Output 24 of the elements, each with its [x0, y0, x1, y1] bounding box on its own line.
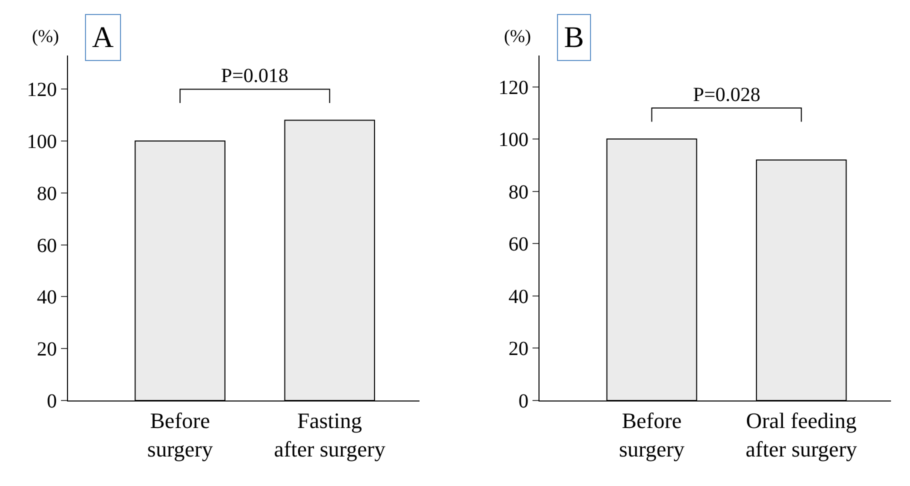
y-tick-label: 100 — [26, 131, 57, 154]
y-tick-label: 40 — [508, 286, 529, 308]
y-tick-label: 100 — [498, 129, 529, 152]
y-tick-label: 120 — [498, 76, 529, 99]
y-tick-label: 40 — [36, 286, 57, 309]
y-tick-label: 20 — [508, 338, 529, 360]
text: B — [564, 21, 584, 54]
x-tick-label: Oral feeding after surgery — [746, 408, 858, 462]
text: A — [92, 21, 114, 54]
y-axis-title: (%) — [32, 26, 59, 46]
y-tick-label: 0 — [46, 390, 57, 412]
annotation: P=0.028 — [693, 84, 760, 106]
y-axis-title: (%) — [504, 26, 531, 46]
y-tick-label: 80 — [36, 182, 57, 205]
x-tick-label: Before surgery — [147, 408, 213, 462]
y-tick-label: 60 — [508, 234, 529, 256]
y-tick-label: 60 — [36, 234, 57, 257]
annotation: P=0.018 — [221, 65, 288, 87]
y-tick-label: 80 — [508, 181, 529, 204]
y-tick-label: 0 — [518, 390, 529, 412]
y-tick-label: 120 — [26, 79, 57, 102]
y-tick-label: 20 — [36, 338, 57, 361]
x-tick-label: Before surgery — [618, 408, 685, 462]
x-tick-label: Fasting after surgery — [274, 408, 386, 462]
